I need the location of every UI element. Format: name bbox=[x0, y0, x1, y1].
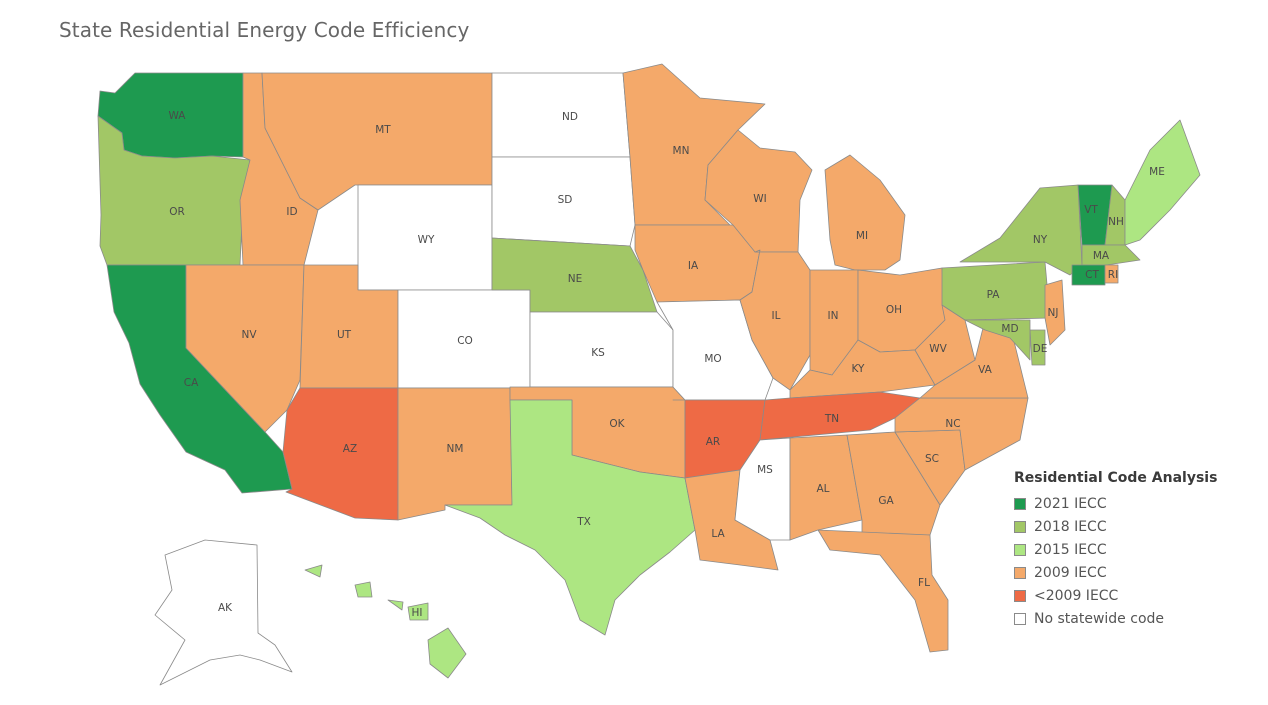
state-nd[interactable] bbox=[491, 72, 631, 158]
state-ny[interactable] bbox=[959, 184, 1083, 276]
state-ct[interactable] bbox=[1071, 264, 1106, 286]
legend-label-2015: 2015 IECC bbox=[1034, 541, 1107, 558]
legend-item-2009[interactable]: 2009 IECC bbox=[1014, 561, 1217, 584]
legend-swatch-2021 bbox=[1014, 497, 1026, 510]
state-ks[interactable] bbox=[529, 311, 674, 388]
legend-label-2009: 2009 IECC bbox=[1034, 564, 1107, 581]
legend-label-2021: 2021 IECC bbox=[1034, 495, 1107, 512]
state-nj[interactable] bbox=[1044, 279, 1066, 346]
legend-item-pre2009[interactable]: <2009 IECC bbox=[1014, 584, 1217, 607]
legend-item-2018[interactable]: 2018 IECC bbox=[1014, 515, 1217, 538]
state-de[interactable] bbox=[1029, 329, 1046, 366]
state-nm[interactable] bbox=[397, 387, 513, 521]
legend-label-2018: 2018 IECC bbox=[1034, 518, 1107, 535]
legend-title: Residential Code Analysis bbox=[1014, 470, 1218, 486]
legend-swatch-2015 bbox=[1014, 543, 1026, 556]
state-me[interactable] bbox=[1124, 119, 1201, 246]
state-pa[interactable] bbox=[941, 261, 1051, 321]
legend-item-2021[interactable]: 2021 IECC bbox=[1014, 492, 1217, 515]
state-mi[interactable] bbox=[824, 154, 906, 271]
state-sd[interactable] bbox=[491, 156, 636, 247]
state-az[interactable] bbox=[282, 387, 399, 521]
legend-swatch-2009 bbox=[1014, 566, 1026, 579]
legend: Residential Code Analysis 2021 IECC 2018… bbox=[1014, 470, 1217, 630]
state-nc[interactable] bbox=[894, 397, 1029, 471]
state-md[interactable] bbox=[964, 319, 1031, 361]
state-ma[interactable] bbox=[1081, 244, 1141, 267]
state-co[interactable] bbox=[397, 289, 531, 389]
legend-label-none: No statewide code bbox=[1034, 610, 1165, 627]
state-ak[interactable] bbox=[154, 539, 293, 686]
state-il[interactable] bbox=[739, 249, 811, 391]
legend-swatch-2018 bbox=[1014, 520, 1026, 533]
state-ia[interactable] bbox=[634, 224, 761, 303]
state-al[interactable] bbox=[789, 434, 863, 541]
legend-label-pre2009: <2009 IECC bbox=[1034, 587, 1119, 604]
state-wy[interactable] bbox=[357, 184, 493, 291]
legend-item-none[interactable]: No statewide code bbox=[1014, 607, 1217, 630]
legend-swatch-none bbox=[1014, 612, 1026, 625]
state-hi[interactable] bbox=[304, 564, 467, 679]
map-title: State Residential Energy Code Efficiency bbox=[59, 18, 470, 42]
state-layer bbox=[97, 63, 1201, 686]
state-tx[interactable] bbox=[444, 399, 696, 636]
legend-swatch-pre2009 bbox=[1014, 589, 1026, 602]
legend-item-2015[interactable]: 2015 IECC bbox=[1014, 538, 1217, 561]
state-fl[interactable] bbox=[817, 529, 949, 653]
state-wi[interactable] bbox=[704, 129, 813, 253]
state-ri[interactable] bbox=[1104, 264, 1119, 284]
